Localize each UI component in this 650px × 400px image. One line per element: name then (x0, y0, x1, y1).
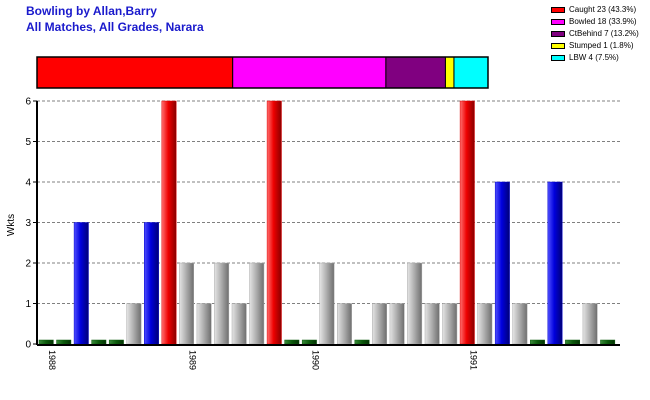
x-year-label: 1988 (47, 350, 57, 370)
bar (301, 339, 317, 345)
bar (600, 339, 616, 345)
bar (565, 339, 581, 345)
bar (547, 181, 563, 345)
bar (284, 339, 300, 345)
bar (38, 339, 54, 345)
y-axis-label: Wkts (6, 214, 17, 236)
y-tick-label: 2 (25, 259, 31, 270)
legend-swatch (551, 19, 565, 25)
dismissal-bar-frame (36, 56, 489, 89)
bar (319, 262, 335, 345)
bar (161, 100, 177, 345)
bar (144, 222, 159, 345)
bar (354, 339, 370, 345)
chart-title: Bowling by Allan,Barry (26, 4, 157, 18)
bar (249, 262, 265, 345)
dismissal-segment-ctbehind (385, 56, 446, 89)
legend-label: Caught 23 (43.3%) (569, 5, 637, 14)
legend-swatch (551, 7, 565, 13)
bar (424, 303, 440, 345)
bar (494, 181, 510, 345)
dismissal-segment-stumped (444, 56, 455, 89)
bar (477, 303, 493, 345)
bar (389, 303, 405, 345)
dismissal-segment-lbw (453, 56, 489, 89)
bar (442, 303, 458, 345)
legend-label: Bowled 18 (33.9%) (569, 17, 637, 26)
legend-label: LBW 4 (7.5%) (569, 53, 619, 62)
legend-swatch (551, 55, 565, 61)
x-year-label: 1990 (310, 350, 320, 370)
bar (231, 303, 247, 345)
bar (73, 222, 89, 345)
y-tick-label: 6 (25, 97, 31, 108)
bar (407, 262, 423, 345)
bar (126, 303, 142, 345)
bar (196, 303, 212, 345)
bar (582, 303, 598, 345)
bar (372, 303, 388, 345)
bar (108, 339, 124, 345)
legend-swatch (551, 43, 565, 49)
bar (266, 100, 282, 345)
chart-subtitle: All Matches, All Grades, Narara (26, 20, 204, 34)
legend-label: Stumped 1 (1.8%) (569, 41, 634, 50)
legend-swatch (551, 31, 565, 37)
y-tick-label: 3 (25, 218, 31, 229)
y-tick-label: 1 (25, 299, 31, 310)
bar (214, 262, 230, 345)
legend-label: CtBehind 7 (13.2%) (569, 29, 639, 38)
dismissal-segment-bowled (232, 56, 387, 89)
y-tick-label: 0 (25, 340, 31, 351)
x-year-label: 1989 (188, 350, 198, 370)
x-year-label: 1991 (468, 350, 478, 370)
bar (91, 339, 107, 345)
bar (530, 339, 545, 345)
bar (56, 339, 72, 345)
bar (337, 303, 352, 345)
bar (179, 262, 195, 345)
bar (459, 100, 475, 345)
y-tick-label: 4 (25, 178, 31, 189)
dismissal-segment-caught (36, 56, 234, 89)
y-tick-label: 5 (25, 137, 31, 148)
bar (512, 303, 528, 345)
